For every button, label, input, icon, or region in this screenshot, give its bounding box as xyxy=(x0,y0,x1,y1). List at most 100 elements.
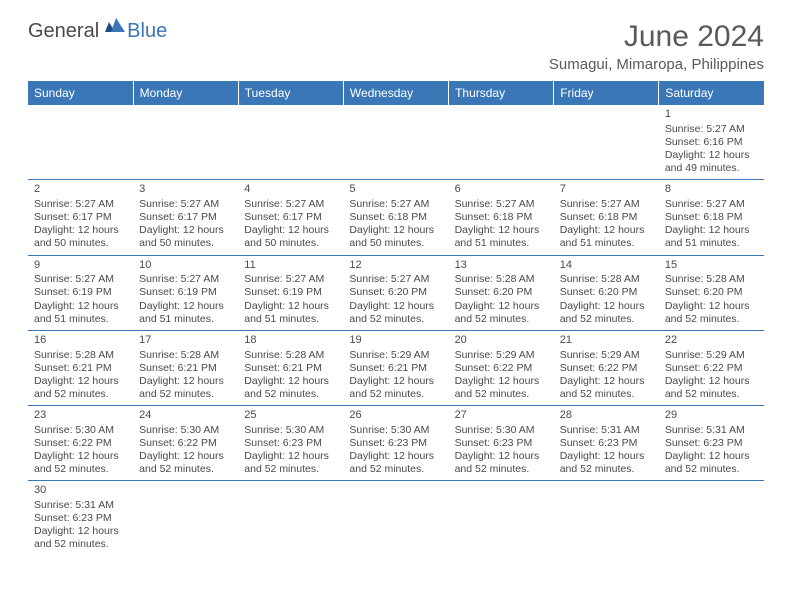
sunrise-line: Sunrise: 5:30 AM xyxy=(34,424,127,437)
sunset-line: Sunset: 6:21 PM xyxy=(349,362,442,375)
daylight-line: Daylight: 12 hours and 52 minutes. xyxy=(665,450,758,476)
day-number: 18 xyxy=(244,334,337,348)
daylight-line: Daylight: 12 hours and 51 minutes. xyxy=(34,300,127,326)
sunrise-line: Sunrise: 5:29 AM xyxy=(349,349,442,362)
sunrise-line: Sunrise: 5:30 AM xyxy=(349,424,442,437)
calendar-day-cell: 16Sunrise: 5:28 AMSunset: 6:21 PMDayligh… xyxy=(28,330,133,405)
calendar-day-cell: 4Sunrise: 5:27 AMSunset: 6:17 PMDaylight… xyxy=(238,180,343,255)
calendar-day-cell: 26Sunrise: 5:30 AMSunset: 6:23 PMDayligh… xyxy=(343,406,448,481)
daylight-line: Daylight: 12 hours and 52 minutes. xyxy=(34,375,127,401)
sunrise-line: Sunrise: 5:30 AM xyxy=(455,424,548,437)
day-number: 5 xyxy=(349,183,442,197)
calendar-day-cell: 10Sunrise: 5:27 AMSunset: 6:19 PMDayligh… xyxy=(133,255,238,330)
sunrise-line: Sunrise: 5:27 AM xyxy=(349,198,442,211)
calendar-day-cell: 22Sunrise: 5:29 AMSunset: 6:22 PMDayligh… xyxy=(659,330,764,405)
sunset-line: Sunset: 6:23 PM xyxy=(560,437,653,450)
sunrise-line: Sunrise: 5:27 AM xyxy=(349,273,442,286)
calendar-empty-cell xyxy=(343,105,448,180)
daylight-line: Daylight: 12 hours and 52 minutes. xyxy=(455,300,548,326)
sunrise-line: Sunrise: 5:27 AM xyxy=(139,273,232,286)
brand-part1: General xyxy=(28,20,99,43)
calendar-empty-cell xyxy=(238,105,343,180)
day-number: 29 xyxy=(665,409,758,423)
sunrise-line: Sunrise: 5:27 AM xyxy=(34,273,127,286)
sunset-line: Sunset: 6:17 PM xyxy=(34,211,127,224)
sunset-line: Sunset: 6:20 PM xyxy=(349,286,442,299)
sunrise-line: Sunrise: 5:29 AM xyxy=(665,349,758,362)
sunset-line: Sunset: 6:18 PM xyxy=(560,211,653,224)
sunset-line: Sunset: 6:22 PM xyxy=(455,362,548,375)
calendar-empty-cell xyxy=(554,481,659,556)
day-number: 9 xyxy=(34,259,127,273)
sunrise-line: Sunrise: 5:28 AM xyxy=(455,273,548,286)
day-number: 25 xyxy=(244,409,337,423)
daylight-line: Daylight: 12 hours and 50 minutes. xyxy=(244,224,337,250)
brand-part2: Blue xyxy=(127,20,167,43)
sunrise-line: Sunrise: 5:29 AM xyxy=(560,349,653,362)
calendar-day-cell: 6Sunrise: 5:27 AMSunset: 6:18 PMDaylight… xyxy=(449,180,554,255)
daylight-line: Daylight: 12 hours and 52 minutes. xyxy=(34,525,127,551)
daylight-line: Daylight: 12 hours and 52 minutes. xyxy=(34,450,127,476)
daylight-line: Daylight: 12 hours and 52 minutes. xyxy=(349,450,442,476)
calendar-day-cell: 8Sunrise: 5:27 AMSunset: 6:18 PMDaylight… xyxy=(659,180,764,255)
daylight-line: Daylight: 12 hours and 52 minutes. xyxy=(665,300,758,326)
calendar-body: 1Sunrise: 5:27 AMSunset: 6:16 PMDaylight… xyxy=(28,105,764,556)
sunset-line: Sunset: 6:21 PM xyxy=(139,362,232,375)
calendar-day-cell: 5Sunrise: 5:27 AMSunset: 6:18 PMDaylight… xyxy=(343,180,448,255)
calendar-day-cell: 3Sunrise: 5:27 AMSunset: 6:17 PMDaylight… xyxy=(133,180,238,255)
daylight-line: Daylight: 12 hours and 51 minutes. xyxy=(139,300,232,326)
sunrise-line: Sunrise: 5:27 AM xyxy=(665,198,758,211)
day-number: 3 xyxy=(139,183,232,197)
calendar-day-cell: 1Sunrise: 5:27 AMSunset: 6:16 PMDaylight… xyxy=(659,105,764,180)
day-number: 14 xyxy=(560,259,653,273)
brand-logo: General Blue xyxy=(28,20,167,43)
flag-icon xyxy=(105,18,127,39)
calendar-day-cell: 24Sunrise: 5:30 AMSunset: 6:22 PMDayligh… xyxy=(133,406,238,481)
calendar-day-cell: 2Sunrise: 5:27 AMSunset: 6:17 PMDaylight… xyxy=(28,180,133,255)
calendar-day-cell: 18Sunrise: 5:28 AMSunset: 6:21 PMDayligh… xyxy=(238,330,343,405)
sunrise-line: Sunrise: 5:27 AM xyxy=(665,123,758,136)
calendar-week-row: 16Sunrise: 5:28 AMSunset: 6:21 PMDayligh… xyxy=(28,330,764,405)
day-number: 10 xyxy=(139,259,232,273)
calendar-day-cell: 30Sunrise: 5:31 AMSunset: 6:23 PMDayligh… xyxy=(28,481,133,556)
daylight-line: Daylight: 12 hours and 49 minutes. xyxy=(665,149,758,175)
day-number: 24 xyxy=(139,409,232,423)
sunrise-line: Sunrise: 5:27 AM xyxy=(34,198,127,211)
weekday-header: Sunday xyxy=(28,81,133,105)
daylight-line: Daylight: 12 hours and 52 minutes. xyxy=(560,300,653,326)
weekday-header: Monday xyxy=(133,81,238,105)
calendar-header: SundayMondayTuesdayWednesdayThursdayFrid… xyxy=(28,81,764,105)
sunrise-line: Sunrise: 5:28 AM xyxy=(139,349,232,362)
daylight-line: Daylight: 12 hours and 50 minutes. xyxy=(349,224,442,250)
sunrise-line: Sunrise: 5:31 AM xyxy=(665,424,758,437)
sunset-line: Sunset: 6:23 PM xyxy=(665,437,758,450)
sunrise-line: Sunrise: 5:31 AM xyxy=(34,499,127,512)
daylight-line: Daylight: 12 hours and 52 minutes. xyxy=(244,375,337,401)
daylight-line: Daylight: 12 hours and 52 minutes. xyxy=(139,375,232,401)
day-number: 17 xyxy=(139,334,232,348)
sunset-line: Sunset: 6:18 PM xyxy=(349,211,442,224)
calendar-week-row: 30Sunrise: 5:31 AMSunset: 6:23 PMDayligh… xyxy=(28,481,764,556)
day-number: 7 xyxy=(560,183,653,197)
day-number: 6 xyxy=(455,183,548,197)
calendar-day-cell: 20Sunrise: 5:29 AMSunset: 6:22 PMDayligh… xyxy=(449,330,554,405)
sunset-line: Sunset: 6:21 PM xyxy=(244,362,337,375)
daylight-line: Daylight: 12 hours and 52 minutes. xyxy=(665,375,758,401)
sunset-line: Sunset: 6:19 PM xyxy=(244,286,337,299)
calendar-day-cell: 11Sunrise: 5:27 AMSunset: 6:19 PMDayligh… xyxy=(238,255,343,330)
sunrise-line: Sunrise: 5:27 AM xyxy=(244,198,337,211)
daylight-line: Daylight: 12 hours and 51 minutes. xyxy=(560,224,653,250)
calendar-day-cell: 12Sunrise: 5:27 AMSunset: 6:20 PMDayligh… xyxy=(343,255,448,330)
daylight-line: Daylight: 12 hours and 52 minutes. xyxy=(455,375,548,401)
sunrise-line: Sunrise: 5:27 AM xyxy=(244,273,337,286)
day-number: 30 xyxy=(34,484,127,498)
day-number: 15 xyxy=(665,259,758,273)
daylight-line: Daylight: 12 hours and 51 minutes. xyxy=(665,224,758,250)
sunrise-line: Sunrise: 5:27 AM xyxy=(139,198,232,211)
calendar-day-cell: 13Sunrise: 5:28 AMSunset: 6:20 PMDayligh… xyxy=(449,255,554,330)
sunset-line: Sunset: 6:20 PM xyxy=(560,286,653,299)
calendar-empty-cell xyxy=(133,105,238,180)
sunset-line: Sunset: 6:23 PM xyxy=(34,512,127,525)
sunset-line: Sunset: 6:22 PM xyxy=(560,362,653,375)
sunset-line: Sunset: 6:16 PM xyxy=(665,136,758,149)
